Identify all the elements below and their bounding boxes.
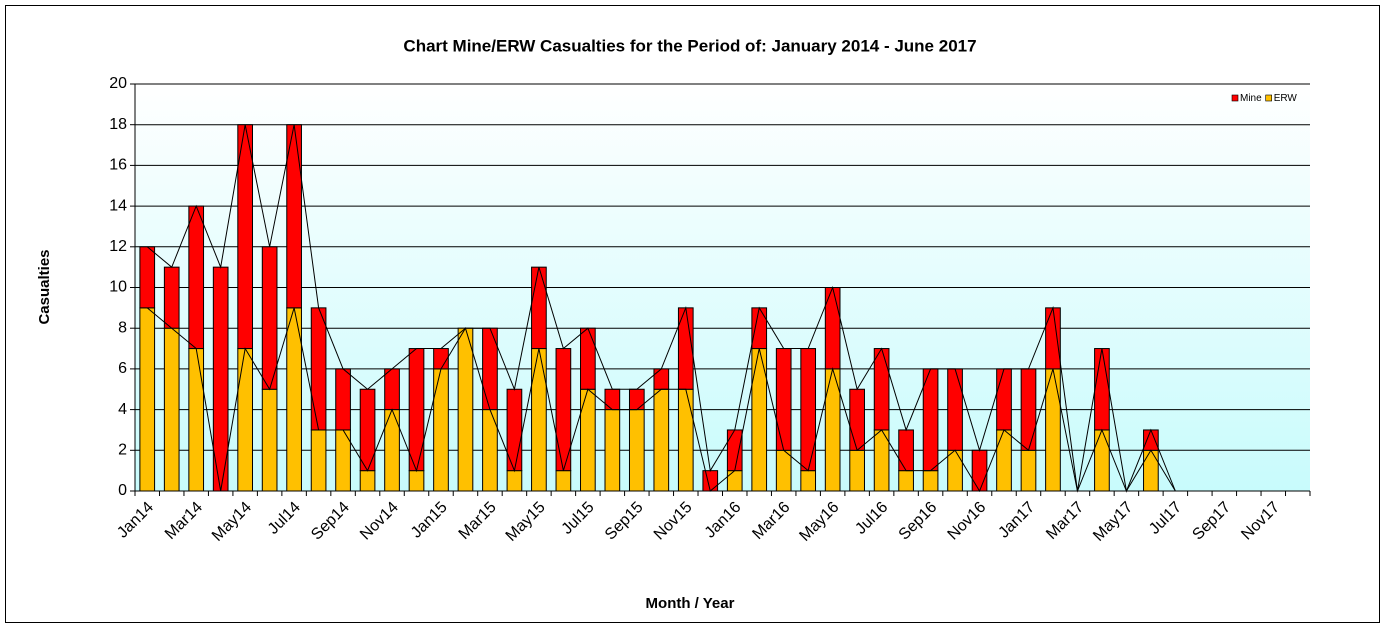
bar-segment (580, 388, 596, 492)
bar-segment (947, 368, 963, 451)
chart-title: Chart Mine/ERW Casualties for the Period… (403, 36, 976, 55)
bar-segment (555, 470, 572, 492)
bar-segment (628, 409, 645, 492)
y-tick-label: 12 (109, 238, 127, 255)
bar-segment (849, 388, 865, 451)
bar-segment (237, 348, 253, 492)
bar-segment (212, 266, 229, 492)
y-tick-label: 14 (109, 197, 127, 214)
legend-swatch (1265, 94, 1272, 102)
legend-label: ERW (1274, 93, 1298, 104)
y-tick-label: 8 (118, 319, 127, 336)
bar-segment (1094, 429, 1110, 492)
bar-segment (163, 327, 180, 492)
bar-segment (139, 246, 156, 309)
bar-segment (971, 449, 988, 492)
bar-segment (702, 470, 719, 492)
bar-segment (800, 470, 817, 492)
y-tick-label: 16 (109, 157, 127, 174)
bar-segment (726, 429, 743, 472)
bar-segment (261, 388, 278, 492)
bar-segment (1143, 429, 1159, 451)
y-tick-label: 10 (109, 279, 127, 296)
bar-segment (457, 327, 474, 492)
bar-segment (335, 368, 351, 431)
bar-segment (163, 266, 180, 329)
bar-segment (261, 246, 278, 390)
bar-segment (359, 470, 376, 492)
y-tick-label: 2 (118, 442, 127, 459)
bar-segment (531, 266, 547, 350)
bar-segment (139, 307, 156, 492)
bar-segment (1020, 449, 1037, 492)
bar-segment (922, 368, 939, 472)
bar-segment (188, 205, 205, 350)
bar-segment (188, 348, 205, 492)
y-tick-label: 18 (109, 116, 127, 133)
bar-segment (384, 368, 400, 411)
bar-segment (947, 449, 963, 492)
bar-segment (604, 409, 621, 492)
bar-segment (1020, 368, 1037, 451)
trend-line (146, 307, 1176, 493)
bar-segment (580, 327, 596, 390)
bar-segment (775, 348, 792, 451)
bar-segment (898, 470, 914, 492)
bar-segment (506, 470, 523, 492)
bar-segment (653, 368, 670, 390)
y-tick-label: 4 (118, 401, 127, 418)
y-tick-label: 0 (118, 482, 127, 499)
bar-segment (898, 429, 914, 472)
bar-segment (1143, 449, 1159, 492)
bar-segment (726, 470, 743, 492)
bar-segment (604, 388, 621, 411)
bar-segment (408, 348, 425, 472)
bar-segment (751, 307, 768, 350)
bar-segment (677, 388, 694, 492)
bar-segment (433, 348, 449, 370)
bar-segment (653, 388, 670, 492)
bar-segment (873, 348, 890, 431)
y-axis-label: Casualties (36, 249, 53, 324)
bar-segment (310, 307, 327, 431)
x-axis-label: Month / Year (646, 595, 735, 612)
y-tick-label: 20 (109, 75, 127, 92)
bar-segment (849, 449, 865, 492)
bar-segment (922, 470, 939, 492)
bar-segment (310, 429, 327, 492)
bar-segment (433, 368, 449, 492)
legend-swatch (1231, 94, 1239, 102)
bar-segment (237, 124, 253, 350)
bar-segment (996, 368, 1012, 431)
bar-segment (996, 429, 1012, 492)
trend-line (146, 124, 1176, 493)
bar-segment (408, 470, 425, 492)
legend-label: Mine (1240, 93, 1262, 104)
bar-segment (1045, 307, 1061, 370)
bar-segment (775, 449, 792, 492)
y-tick-label: 6 (118, 360, 127, 377)
bar-segment (628, 388, 645, 411)
bar-segment (1094, 348, 1110, 431)
bar-segment (800, 348, 817, 472)
bar-segment (531, 348, 547, 492)
